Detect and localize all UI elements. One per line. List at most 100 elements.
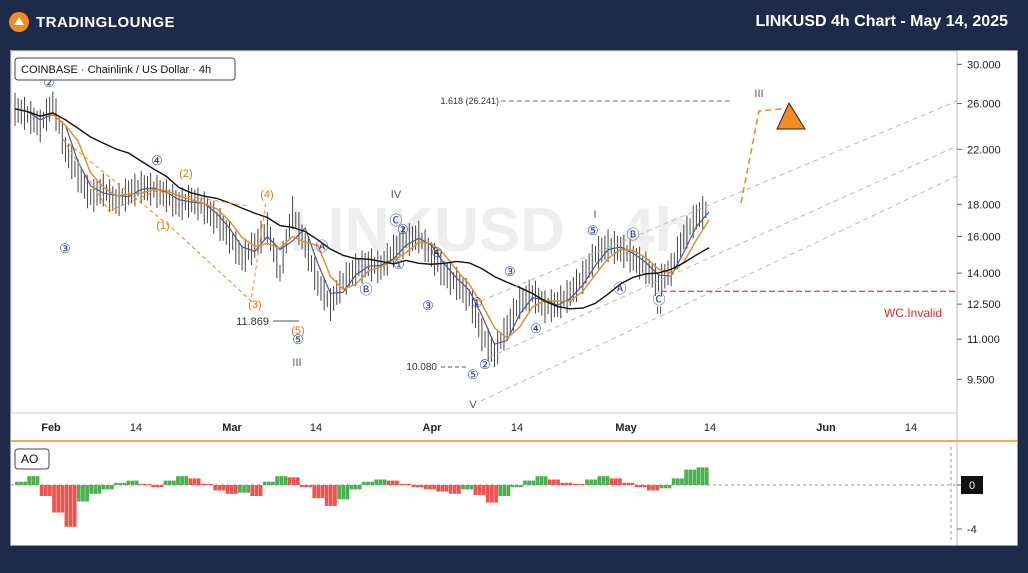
ao-bar xyxy=(444,485,449,492)
ao-bar xyxy=(618,478,622,485)
ao-bar xyxy=(580,483,585,485)
ao-bar xyxy=(494,485,498,503)
chart-title: LINKUSD 4h Chart - May 14, 2025 xyxy=(755,13,1008,30)
ao-bar xyxy=(341,485,346,500)
ao-bar xyxy=(436,485,441,492)
ao-bar xyxy=(399,483,403,485)
ao-bar xyxy=(688,469,693,485)
wave-label: Ⓑ xyxy=(626,227,639,242)
ao-bar xyxy=(101,485,106,490)
ao-bar xyxy=(589,479,593,485)
ao-bar xyxy=(461,485,465,490)
ao-bar xyxy=(258,485,263,496)
ao-bar xyxy=(684,469,688,485)
ao-bar xyxy=(39,485,44,496)
ao-bar xyxy=(448,485,453,494)
ao-bar xyxy=(279,476,284,485)
wave-label: (5) xyxy=(291,325,304,337)
price-tick-label: 14.000 xyxy=(967,268,1001,280)
ao-tick-label: -4 xyxy=(967,524,977,536)
date-tick-label: 14 xyxy=(511,422,523,434)
ao-bar xyxy=(605,476,610,485)
wave-label: II xyxy=(656,305,662,317)
date-tick-label: May xyxy=(615,422,637,434)
ao-bar xyxy=(403,483,408,485)
wave-label: ⑤ xyxy=(467,367,479,382)
ao-bar xyxy=(622,482,626,485)
ao-bar xyxy=(171,480,176,485)
ao-bar xyxy=(85,485,89,502)
ao-bar xyxy=(440,485,445,492)
ao-bar xyxy=(27,476,32,485)
ao-bar xyxy=(167,480,172,485)
ao-bar xyxy=(407,483,412,485)
ao-bar xyxy=(312,485,317,499)
ao-bar xyxy=(564,482,569,485)
ao-bar xyxy=(523,480,527,485)
brand-icon xyxy=(9,12,29,32)
ao-bar xyxy=(122,482,127,485)
ao-bar xyxy=(205,483,209,485)
ao-bar xyxy=(642,485,647,488)
ao-bar xyxy=(328,485,333,506)
ao-bar xyxy=(585,479,589,485)
ao-bar xyxy=(43,485,48,496)
ao-bar xyxy=(52,485,56,513)
ao-bar xyxy=(647,485,651,491)
wave-label: III xyxy=(754,88,763,100)
ao-bar xyxy=(225,485,230,494)
date-tick-label: Jun xyxy=(816,422,836,434)
ao-bar xyxy=(386,480,391,485)
ao-bar xyxy=(56,485,61,513)
ao-bar xyxy=(465,485,470,490)
ao-bar xyxy=(287,477,292,485)
ao-bar xyxy=(147,483,151,485)
ao-bar xyxy=(696,467,701,485)
ao-bar xyxy=(572,483,577,485)
ao-bar xyxy=(209,483,213,485)
ao-bar xyxy=(390,480,395,485)
ao-bar xyxy=(176,476,180,485)
ao-legend-text: AO xyxy=(21,452,38,466)
ao-bar xyxy=(283,476,288,485)
price-tick-label: 30.000 xyxy=(967,59,1001,71)
ao-bar xyxy=(568,482,573,485)
ao-bar xyxy=(68,485,73,527)
brand-logo: TRADINGLOUNGE xyxy=(8,11,175,33)
chart-panel: LINKUSD · 4h 30.000 26.000 22.000 18.000 16.0… xyxy=(10,50,1018,546)
ao-bar xyxy=(105,485,110,490)
ao-bar xyxy=(485,485,490,503)
symbol-legend-text: COINBASE · Chainlink / US Dollar · 4h xyxy=(21,64,211,76)
wave-label: Ⓒ xyxy=(389,213,402,228)
symbol-legend-box xyxy=(14,57,236,81)
ao-bar xyxy=(180,476,184,485)
wave-label: ⑤ xyxy=(587,223,599,238)
ao-bar xyxy=(254,485,259,496)
ao-bar xyxy=(490,485,494,503)
ao-bar xyxy=(89,485,94,494)
wave-label: (3) xyxy=(248,299,261,311)
ao-bar xyxy=(370,481,374,485)
price-chart[interactable]: LINKUSD · 4h 30.000 26.000 22.000 18.000 16.0… xyxy=(10,50,1017,545)
ao-bar xyxy=(300,485,304,488)
wave-label: I xyxy=(593,209,596,221)
ao-bar xyxy=(213,485,218,491)
ao-bar xyxy=(138,483,143,485)
ao-bar xyxy=(93,485,98,494)
wave-label: ④ xyxy=(431,245,443,260)
ao-bar xyxy=(609,478,614,485)
watermark-text: LINKUSD · 4h xyxy=(290,196,693,265)
wave-label: Ⓐ xyxy=(613,281,626,296)
ao-bar xyxy=(680,478,684,485)
ao-bar xyxy=(597,476,602,485)
ao-bar xyxy=(159,485,164,488)
ao-bar xyxy=(353,485,358,490)
ma-slow-line xyxy=(14,108,710,310)
ao-bar xyxy=(613,478,618,485)
ao-bar xyxy=(15,481,19,485)
ao-bar xyxy=(428,485,432,490)
wave-label: ④ xyxy=(530,321,542,336)
date-tick-label: Mar xyxy=(222,422,242,434)
ma-fast-line xyxy=(14,108,710,345)
ao-bar xyxy=(184,476,189,485)
